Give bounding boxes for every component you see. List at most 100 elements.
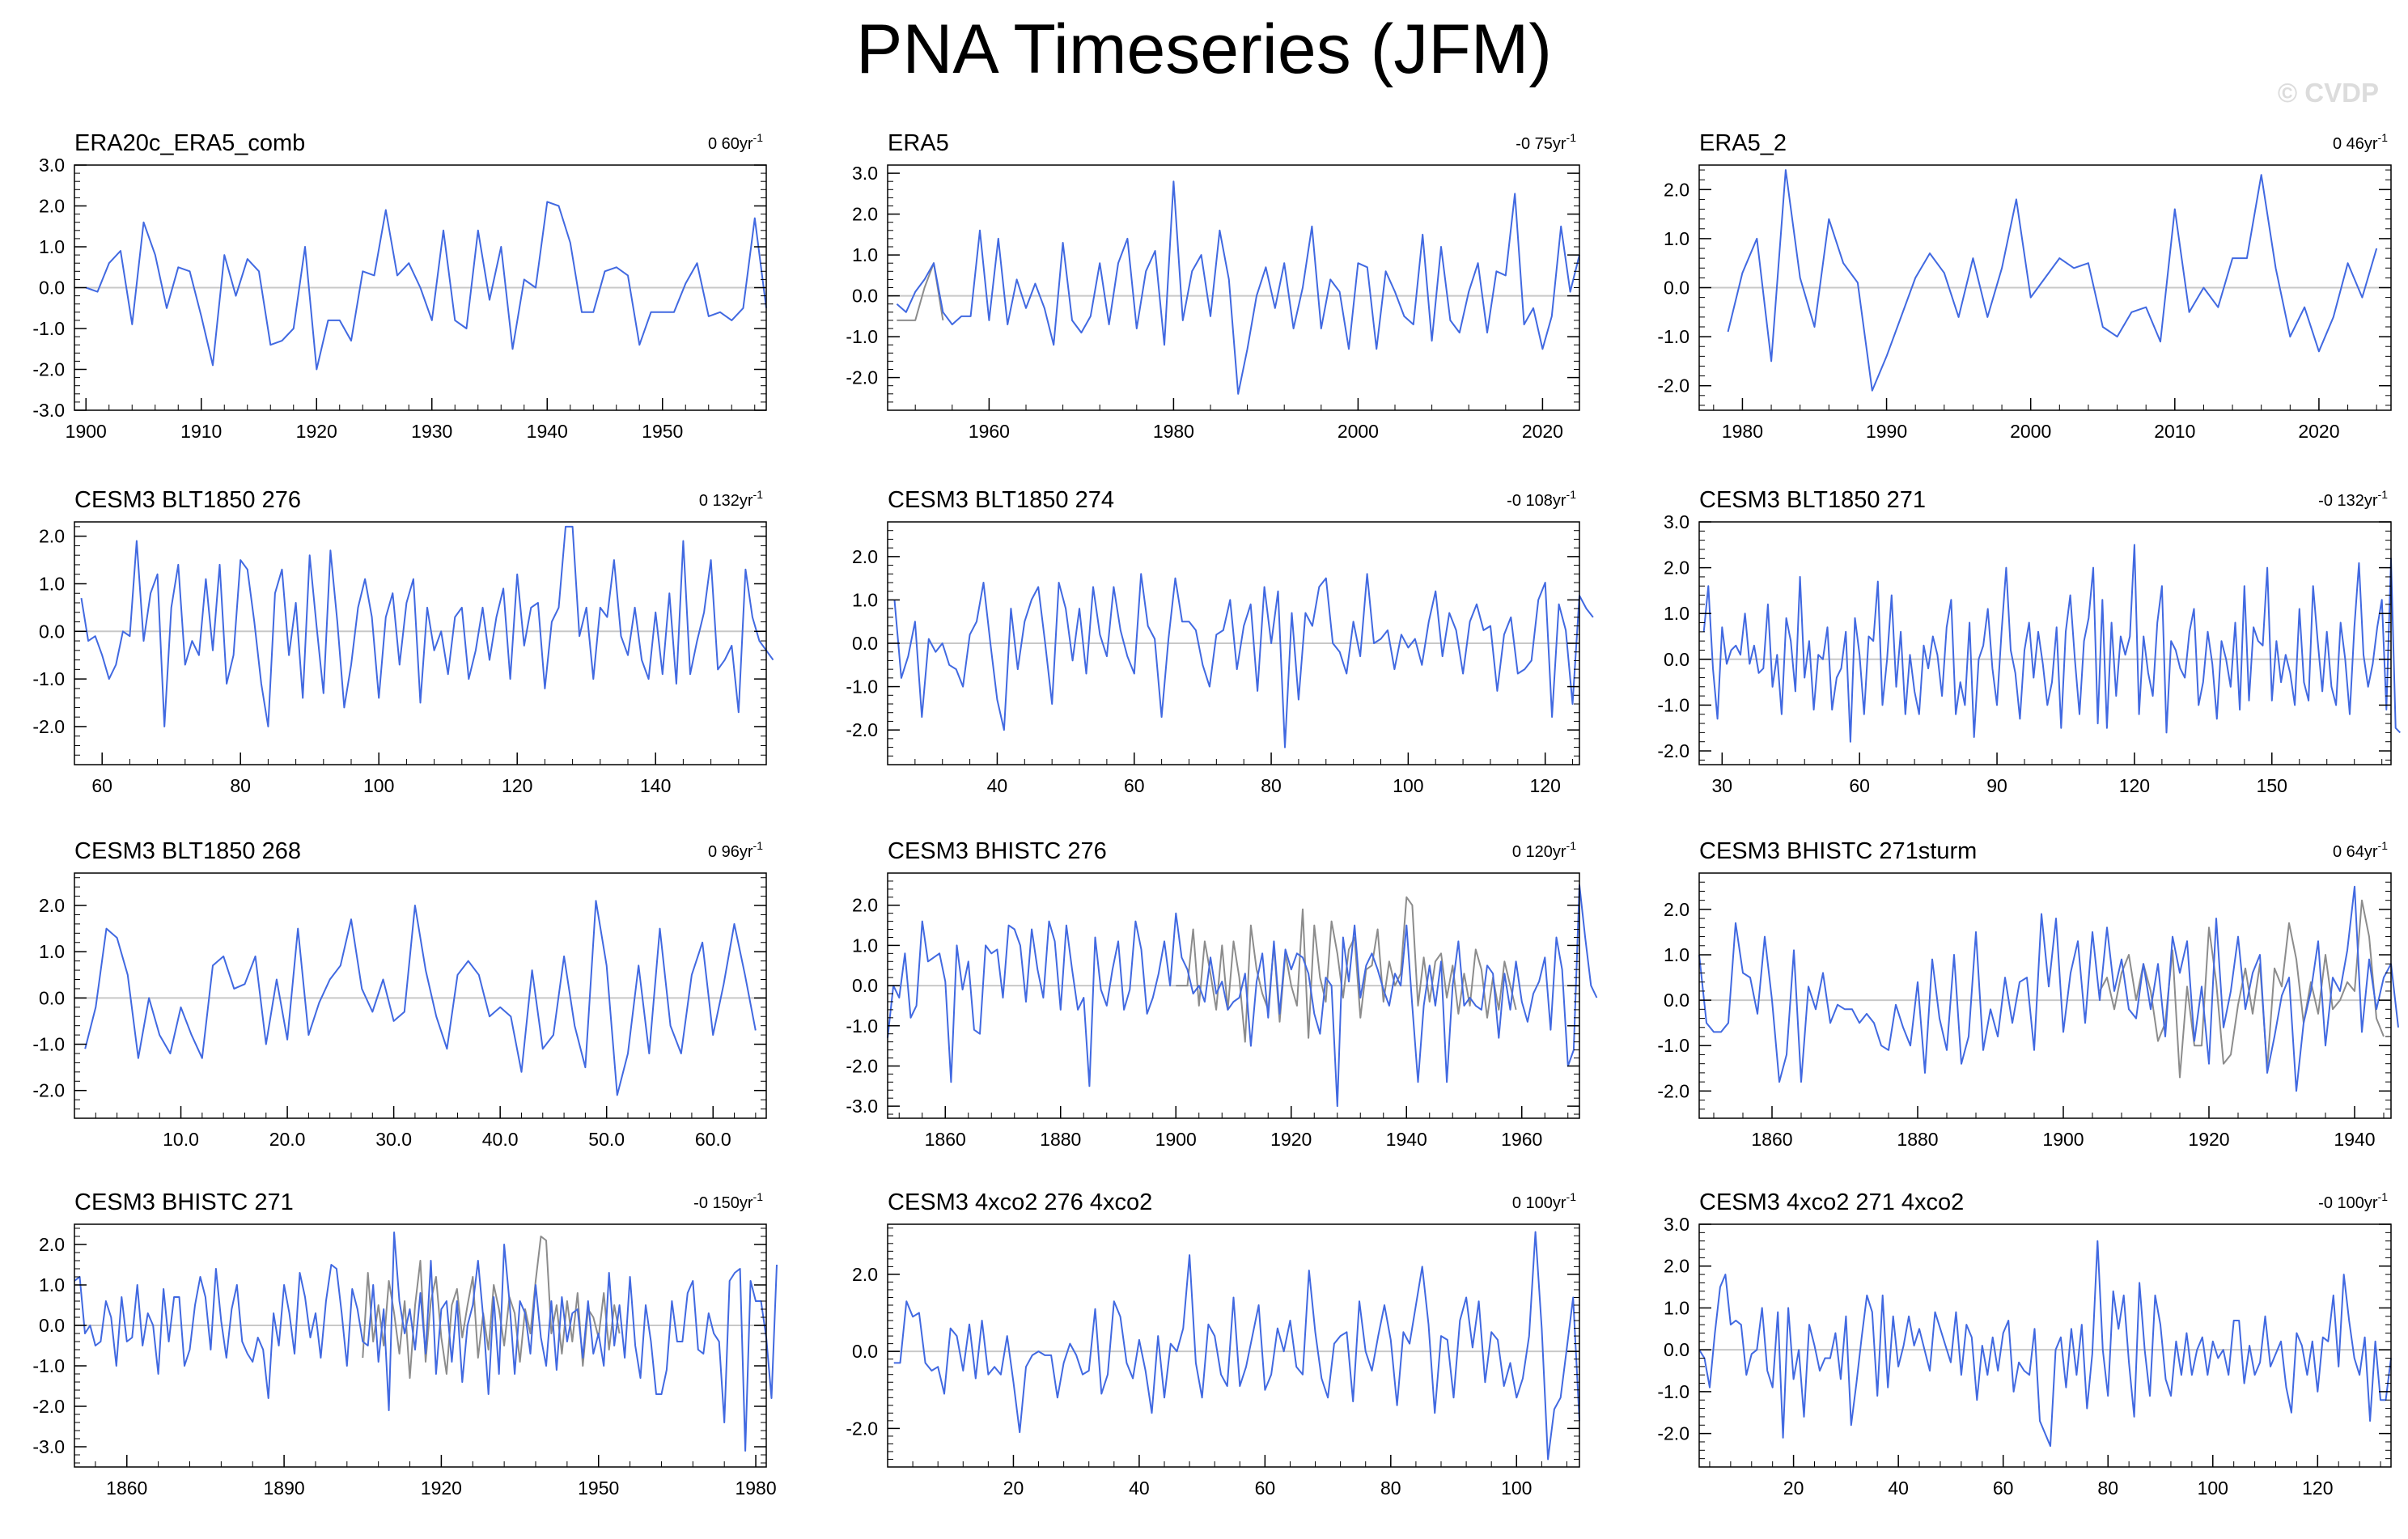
x-tick-label: 1930: [411, 421, 452, 442]
x-tick-label: 20.0: [269, 1129, 306, 1150]
y-tick-label: 2.0: [852, 895, 878, 916]
y-tick-label: -1.0: [846, 326, 878, 347]
y-tick-label: 1.0: [852, 935, 878, 956]
x-tick-label: 40: [1129, 1478, 1150, 1499]
y-tick-label: -1.0: [1657, 1381, 1689, 1402]
y-tick-label: 2.0: [852, 546, 878, 567]
y-tick-label: -2.0: [846, 719, 878, 740]
plot-frame: [887, 164, 1580, 411]
trend-label: -0 150yr-1: [693, 1190, 763, 1212]
x-tick-label: 50.0: [588, 1129, 625, 1150]
x-tick-label: 60.0: [695, 1129, 731, 1150]
x-tick-label: 100: [1393, 775, 1423, 796]
x-tick-label: 30: [1712, 775, 1733, 796]
x-tick-label: 120: [2302, 1478, 2333, 1499]
x-tick-label: 1900: [66, 421, 107, 442]
x-tick-label: 120: [2119, 775, 2150, 796]
y-tick-label: 0.0: [1664, 990, 1689, 1011]
y-tick-label: 2.0: [39, 895, 65, 916]
y-tick-label: 0.0: [39, 1315, 65, 1336]
x-tick-label: 1950: [642, 421, 683, 442]
x-tick-label: 1980: [735, 1478, 776, 1499]
x-tick-label: 2000: [1338, 421, 1379, 442]
x-tick-label: 1880: [1897, 1129, 1938, 1150]
x-tick-label: 150: [2257, 775, 2287, 796]
y-tick-label: -3.0: [846, 1096, 878, 1117]
y-tick-label: 3.0: [1664, 511, 1689, 532]
y-tick-label: 0.0: [39, 987, 65, 1008]
y-tick-label: 2.0: [852, 1264, 878, 1285]
y-tick-label: 0.0: [39, 621, 65, 642]
x-tick-label: 60: [1849, 775, 1870, 796]
chart-panel-8: CESM3 BHISTC 276 0 120yr-1 -3.0 -2.0 -1.0 0.0…: [846, 838, 1598, 1150]
y-tick-label: -1.0: [1657, 1035, 1689, 1056]
panel-title: CESM3 BHISTC 271: [74, 1189, 294, 1215]
y-tick-label: 0.0: [852, 633, 878, 654]
series-line-secondary: [1176, 896, 1517, 1043]
series-line-primary: [1727, 169, 2378, 392]
trend-label: 0 64yr-1: [2333, 839, 2388, 861]
panel-title: CESM3 BLT1850 268: [74, 838, 301, 864]
y-tick-label: -2.0: [846, 367, 878, 388]
series-line-secondary: [362, 1236, 621, 1379]
y-tick-label: 1.0: [1664, 603, 1689, 624]
series-line-primary: [887, 884, 1598, 1108]
trend-label: 0 46yr-1: [2333, 131, 2388, 153]
y-tick-label: -2.0: [1657, 1423, 1689, 1444]
page-title: PNA Timeseries (JFM): [855, 11, 1553, 88]
x-tick-label: 1940: [1386, 1129, 1427, 1150]
series-line-primary: [1698, 1240, 2392, 1448]
x-tick-label: 80: [1380, 1478, 1401, 1499]
trend-label: -0 100yr-1: [2318, 1190, 2388, 1212]
y-tick-label: 2.0: [852, 204, 878, 225]
x-tick-label: 40.0: [482, 1129, 519, 1150]
chart-panel-11: CESM3 4xco2 276 4xco2 0 100yr-1 -2.0 0.0 2.0…: [846, 1189, 1580, 1499]
panel-title: ERA5_2: [1699, 130, 1787, 156]
x-tick-label: 1880: [1040, 1129, 1081, 1150]
x-tick-label: 1900: [2042, 1129, 2084, 1150]
y-tick-label: 1.0: [39, 573, 65, 594]
x-tick-label: 120: [502, 775, 532, 796]
y-tick-label: -3.0: [32, 400, 65, 421]
plot-frame: [74, 1223, 767, 1468]
y-tick-label: -2.0: [1657, 1080, 1689, 1101]
y-tick-label: 3.0: [39, 155, 65, 176]
plot-frame: [1698, 872, 2392, 1119]
x-tick-label: 10.0: [163, 1129, 199, 1150]
trend-label: -0 108yr-1: [1507, 488, 1576, 510]
chart-panel-6: CESM3 BLT1850 271 -0 132yr-1 -2.0 -1.0 0.0 1.…: [1657, 487, 2402, 796]
trend-label: 0 132yr-1: [699, 488, 763, 510]
y-tick-label: -1.0: [32, 668, 65, 689]
x-tick-label: 60: [1255, 1478, 1276, 1499]
panel-title: CESM3 BLT1850 276: [74, 487, 301, 513]
x-tick-label: 1980: [1153, 421, 1194, 442]
y-tick-label: 1.0: [39, 1274, 65, 1295]
y-tick-label: 0.0: [852, 1341, 878, 1362]
x-tick-label: 20: [1003, 1478, 1024, 1499]
x-tick-label: 1920: [421, 1478, 462, 1499]
y-tick-label: 1.0: [1664, 944, 1689, 965]
y-tick-label: 2.0: [1664, 1256, 1689, 1277]
x-tick-label: 1900: [1155, 1129, 1197, 1150]
y-tick-label: -2.0: [32, 1396, 65, 1417]
y-tick-label: -2.0: [846, 1418, 878, 1439]
chart-panel-12: CESM3 4xco2 271 4xco2 -0 100yr-1 -2.0 -1.0 0…: [1657, 1189, 2392, 1499]
y-tick-label: 3.0: [852, 163, 878, 184]
plot-frame: [887, 1223, 1580, 1468]
panel-title: CESM3 BLT1850 274: [888, 487, 1114, 513]
y-tick-label: -1.0: [1657, 326, 1689, 347]
y-tick-label: 3.0: [1664, 1214, 1689, 1235]
y-tick-label: 0.0: [1664, 278, 1689, 299]
x-tick-label: 140: [640, 775, 671, 796]
y-tick-label: 0.0: [1664, 1339, 1689, 1360]
y-tick-label: 1.0: [39, 236, 65, 257]
x-tick-label: 1890: [264, 1478, 305, 1499]
x-tick-label: 1860: [106, 1478, 147, 1499]
series-line-primary: [85, 201, 767, 371]
y-tick-label: 2.0: [1664, 899, 1689, 920]
trend-label: 0 60yr-1: [708, 131, 763, 153]
plot-frame: [74, 521, 767, 765]
y-tick-label: 2.0: [39, 1234, 65, 1255]
x-tick-label: 120: [1529, 775, 1560, 796]
